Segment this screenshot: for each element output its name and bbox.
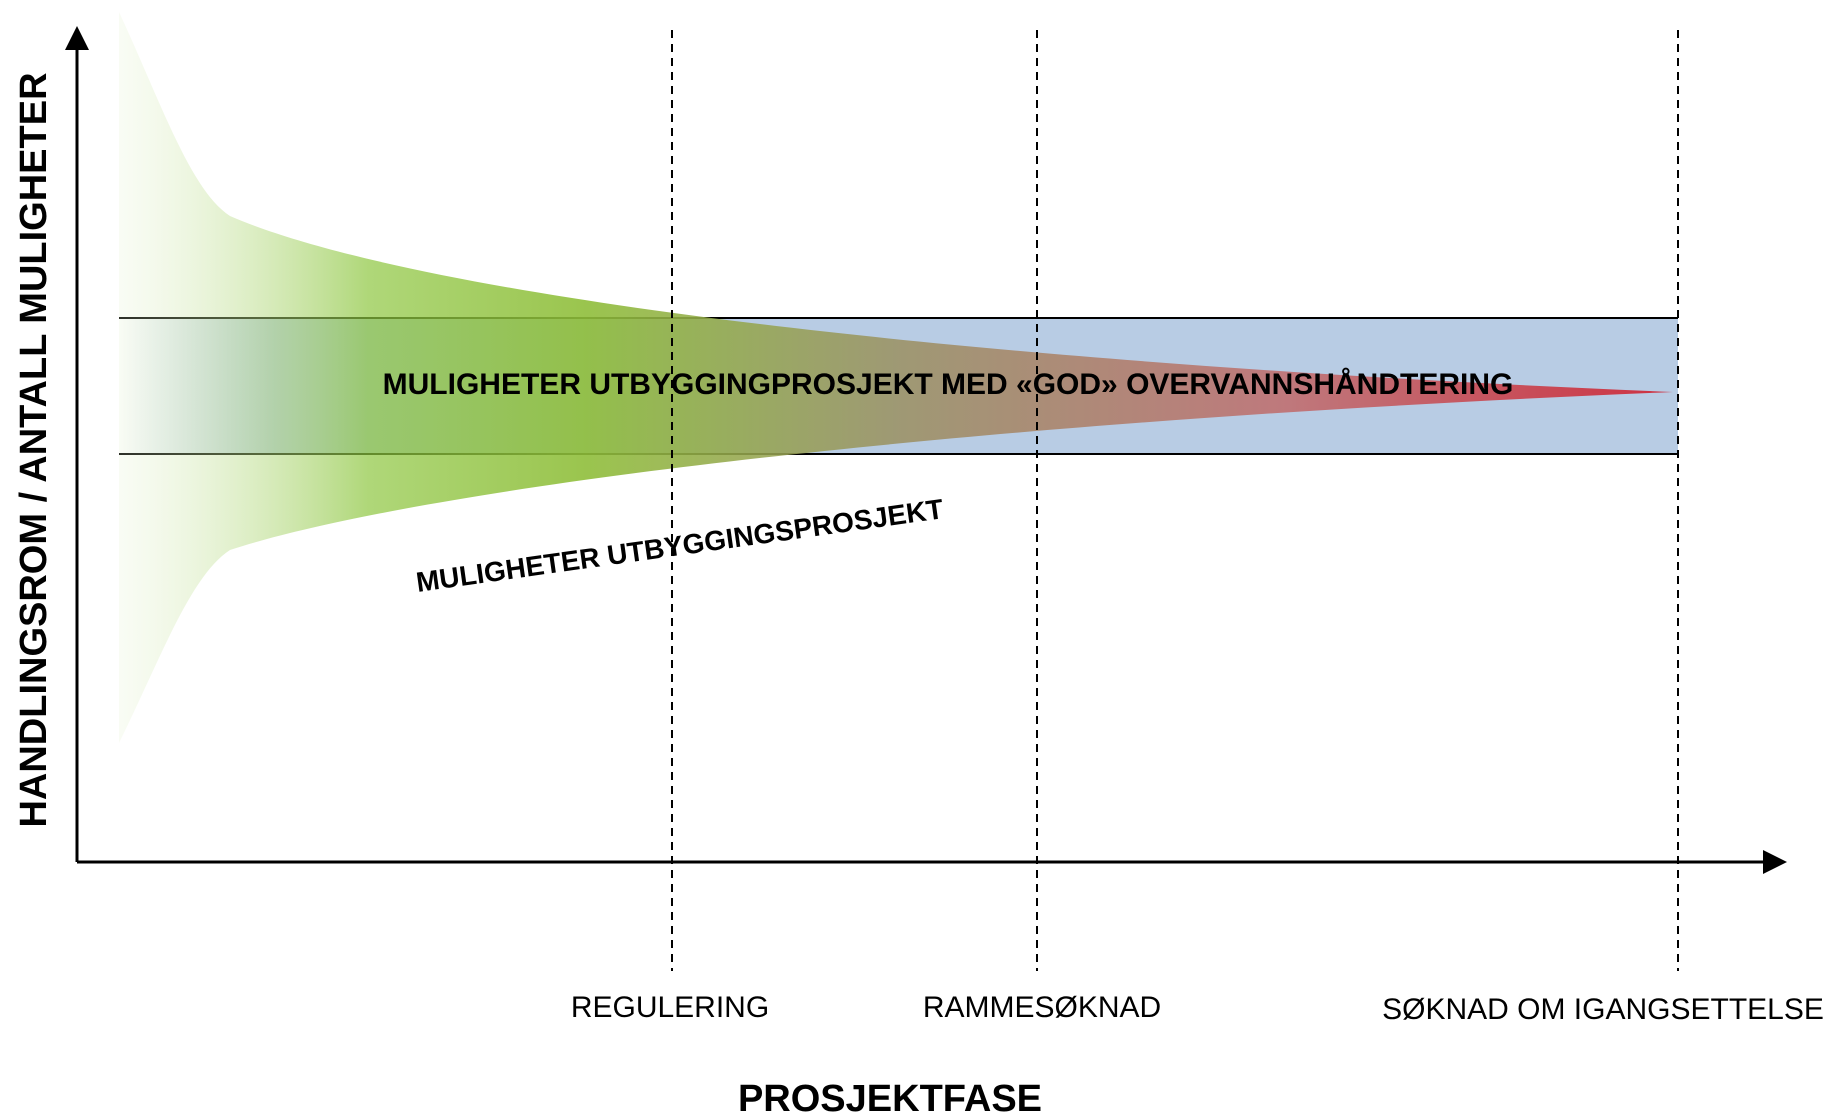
x-axis-label: PROSJEKTFASE <box>738 1078 1042 1118</box>
phase-lines <box>671 30 1679 971</box>
funnel <box>119 12 1673 743</box>
phase-label: SØKNAD OM IGANGSETTELSE <box>1382 993 1824 1026</box>
funnel-label: MULIGHETER UTBYGGINGSPROSJEKT <box>414 493 945 598</box>
phase-label: REGULERING <box>571 991 769 1024</box>
band-label: MULIGHETER UTBYGGINGPROSJEKT MED «GOD» O… <box>383 368 1514 401</box>
phase-label: RAMMESØKNAD <box>923 991 1161 1024</box>
y-axis-label: HANDLINGSROM / ANTALL MULIGHETER <box>13 72 55 827</box>
